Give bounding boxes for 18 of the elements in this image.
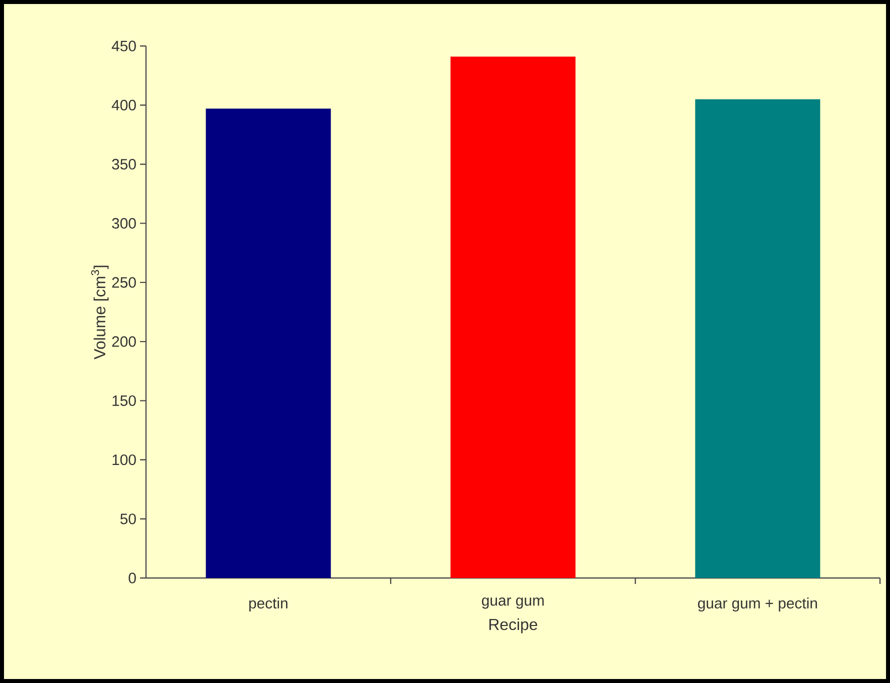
bar (695, 99, 820, 578)
x-tick-label: guar gum (482, 598, 544, 609)
x-tick-label: guar gum + pectin (698, 598, 817, 612)
y-tick-label: 400 (112, 100, 136, 110)
y-axis-title: Volume [cm$^{3}$] (91, 266, 109, 360)
y-tick-label: 200 (112, 336, 136, 347)
y-tick-label: 250 (112, 277, 136, 288)
bar (450, 56, 576, 578)
y-tick-label: 300 (112, 218, 136, 229)
bar (206, 108, 331, 578)
y-tick-label: 350 (112, 158, 136, 170)
x-axis-title: Recipe (489, 618, 538, 634)
x-tick-label: pectin (249, 598, 288, 612)
y-tick-label: 50 (120, 514, 136, 524)
y-tick-label: 150 (112, 395, 136, 406)
y-tick-label: 100 (112, 454, 136, 466)
y-tick-label: 0 (128, 572, 136, 584)
y-tick-label: 450 (112, 40, 136, 52)
